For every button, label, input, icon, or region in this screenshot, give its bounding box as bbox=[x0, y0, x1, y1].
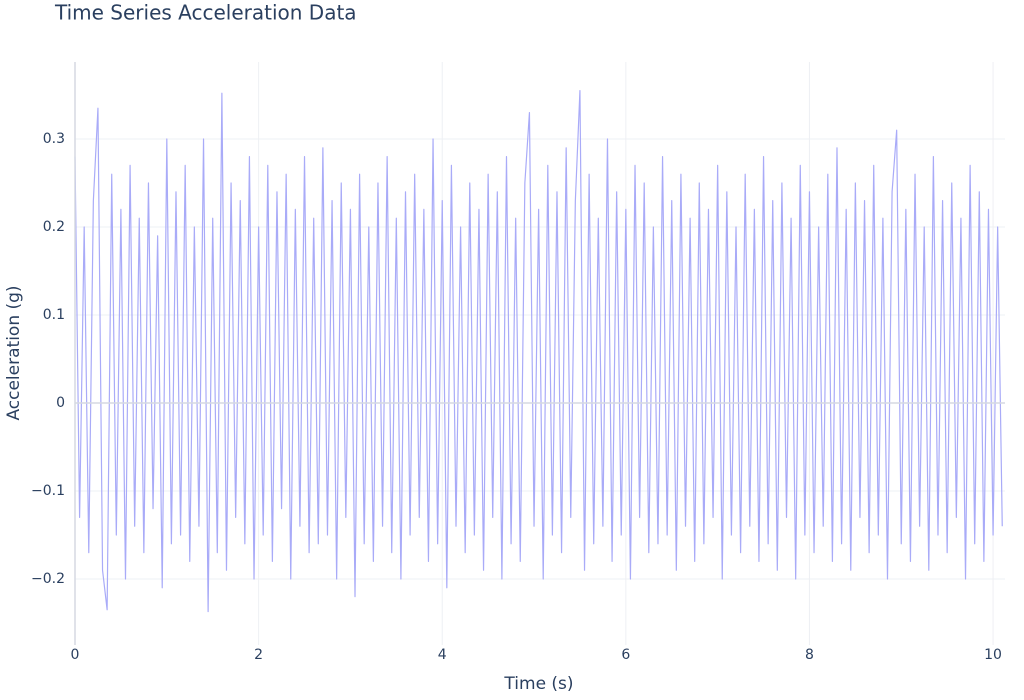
y-axis-title: Acceleration (g) bbox=[4, 285, 24, 420]
x-tick-label: 2 bbox=[254, 647, 263, 663]
x-axis-title: Time (s) bbox=[503, 674, 573, 694]
grid bbox=[75, 62, 1005, 645]
x-tick-label: 8 bbox=[805, 647, 814, 663]
x-tick-label: 6 bbox=[621, 647, 630, 663]
y-tick-label: 0.2 bbox=[43, 219, 65, 235]
y-tick-label: 0 bbox=[56, 395, 65, 411]
chart-title: Time Series Acceleration Data bbox=[54, 1, 357, 25]
x-tick-label: 10 bbox=[984, 647, 1002, 663]
y-tick-label: −0.2 bbox=[31, 571, 65, 587]
y-tick-label: 0.3 bbox=[43, 131, 65, 147]
signal-line bbox=[74, 90, 1003, 613]
x-tick-label: 0 bbox=[71, 647, 80, 663]
y-tick-label: 0.1 bbox=[43, 307, 65, 323]
y-tick-label: −0.1 bbox=[31, 483, 65, 499]
x-tick-label: 4 bbox=[438, 647, 447, 663]
